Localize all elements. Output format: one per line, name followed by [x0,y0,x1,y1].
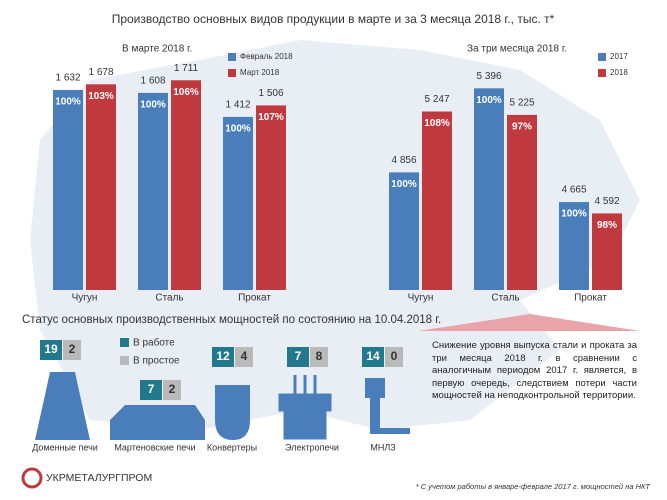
percent-label: 100% [561,209,587,220]
working-box [362,347,384,367]
logo-icon [21,467,43,489]
bar [592,213,622,290]
value-label: 1 506 [258,88,283,99]
idle-box [235,347,253,367]
percent-label: 108% [424,118,450,129]
working-count: 19 [44,342,58,356]
bar [86,84,116,290]
chart-subtitle: В марте 2018 г. [122,44,192,55]
x-tick-label: Прокат [238,293,271,304]
percent-label: 100% [55,97,81,108]
x-tick-label: Прокат [574,293,607,304]
value-label: 1 711 [174,63,199,74]
legend-label: 2017 [610,52,628,61]
value-label: 5 247 [424,94,449,105]
status-title: Статус основных производственных мощност… [22,314,441,326]
icon-blast-furnace [35,372,90,440]
bar [559,202,589,290]
percent-label: 103% [88,91,114,102]
working-count: 14 [366,349,380,363]
working-box [140,380,162,400]
percent-label: 100% [476,95,502,106]
bar [171,80,201,290]
working-box [212,347,234,367]
percent-label: 100% [140,100,166,111]
idle-count: 4 [241,349,248,363]
working-box [40,340,62,360]
legend-swatch [598,53,606,61]
idle-count: 2 [69,342,76,356]
footnote: * С учетом работы в январе-феврале 2017 … [416,482,652,491]
value-label: 5 225 [509,98,534,109]
value-label: 1 608 [140,76,165,87]
legend-label: 2018 [610,68,628,77]
chart-subtitle: За три месяца 2018 г. [467,44,567,55]
idle-box [385,347,403,367]
icon-converter [215,385,250,440]
note: Снижение уровня выпуска стали и проката … [432,340,637,401]
percent-label: 97% [512,122,532,133]
value-label: 5 396 [476,71,501,82]
legend-label: В работе [133,337,175,349]
percent-label: 100% [391,179,417,190]
bar [53,89,83,290]
bar [138,92,168,290]
idle-count: 0 [391,349,398,363]
icon-open-hearth [110,405,205,440]
icon-ccm [365,378,410,434]
bar [223,116,253,290]
value-label: 4 592 [594,196,619,207]
percent-label: 100% [225,124,251,135]
legend-swatch [228,53,236,61]
x-tick-label: Сталь [491,293,519,304]
working-count: 7 [148,382,155,396]
value-label: 4 665 [561,185,586,196]
idle-count: 8 [316,349,323,363]
page-title: Производство основных видов продукции в … [112,12,555,26]
bar [256,105,286,290]
legend-swatch [120,356,129,365]
working-count: 7 [295,349,302,363]
working-box [287,347,309,367]
bar [422,111,452,290]
logo: УКРМЕТАЛУРГПРОМ [46,472,152,484]
percent-label: 107% [258,112,284,123]
idle-box [163,380,181,400]
item-label: Доменные печи [32,442,98,452]
legend-swatch [598,69,606,77]
x-tick-label: Чугун [408,293,434,304]
x-tick-label: Чугун [72,293,98,304]
item-label: МНЛЗ [370,442,395,452]
callout [418,314,640,331]
percent-label: 98% [597,220,617,231]
value-label: 1 632 [55,73,80,84]
legend-label: В простое [133,356,180,367]
icon-electric-furnace [278,375,332,440]
idle-count: 2 [169,382,176,396]
legend-label: Февраль 2018 [240,52,293,61]
bar [389,172,419,290]
idle-box [310,347,328,367]
working-count: 12 [216,349,230,363]
x-tick-label: Сталь [155,293,183,304]
item-label: Конвертеры [207,442,257,452]
legend-swatch [228,69,236,77]
item-label: Мартеновские печи [114,442,195,452]
item-label: Электропечи [285,442,339,452]
idle-box [63,340,81,360]
value-label: 1 412 [225,100,250,111]
value-label: 4 856 [391,155,416,166]
bar [507,114,537,290]
bar [474,88,504,291]
legend-swatch [120,338,129,347]
legend-label: Март 2018 [240,68,280,77]
percent-label: 106% [173,87,199,98]
value-label: 1 678 [88,67,113,78]
